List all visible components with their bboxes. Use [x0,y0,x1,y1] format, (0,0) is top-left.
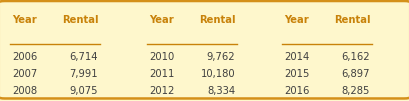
Text: 7,991: 7,991 [70,69,98,79]
Text: 9,762: 9,762 [207,52,235,62]
Text: 10,180: 10,180 [200,69,235,79]
Text: Year: Year [149,15,174,25]
Text: Year: Year [284,15,309,25]
Text: 2007: 2007 [12,69,38,79]
Text: Rental: Rental [199,15,235,25]
Text: 2010: 2010 [149,52,175,62]
Text: Year: Year [12,15,37,25]
Text: 2014: 2014 [284,52,310,62]
FancyBboxPatch shape [0,1,409,98]
Text: 2015: 2015 [284,69,310,79]
Text: 6,714: 6,714 [70,52,98,62]
Text: 6,162: 6,162 [342,52,370,62]
Text: Rental: Rental [334,15,370,25]
Text: 2008: 2008 [12,86,37,96]
Text: 2011: 2011 [149,69,175,79]
Text: 2006: 2006 [12,52,38,62]
Text: 6,897: 6,897 [342,69,370,79]
Text: 2012: 2012 [149,86,175,96]
Text: 8,334: 8,334 [207,86,235,96]
Text: 9,075: 9,075 [70,86,98,96]
Text: 8,285: 8,285 [342,86,370,96]
Text: Rental: Rental [62,15,98,25]
Text: 2016: 2016 [284,86,310,96]
